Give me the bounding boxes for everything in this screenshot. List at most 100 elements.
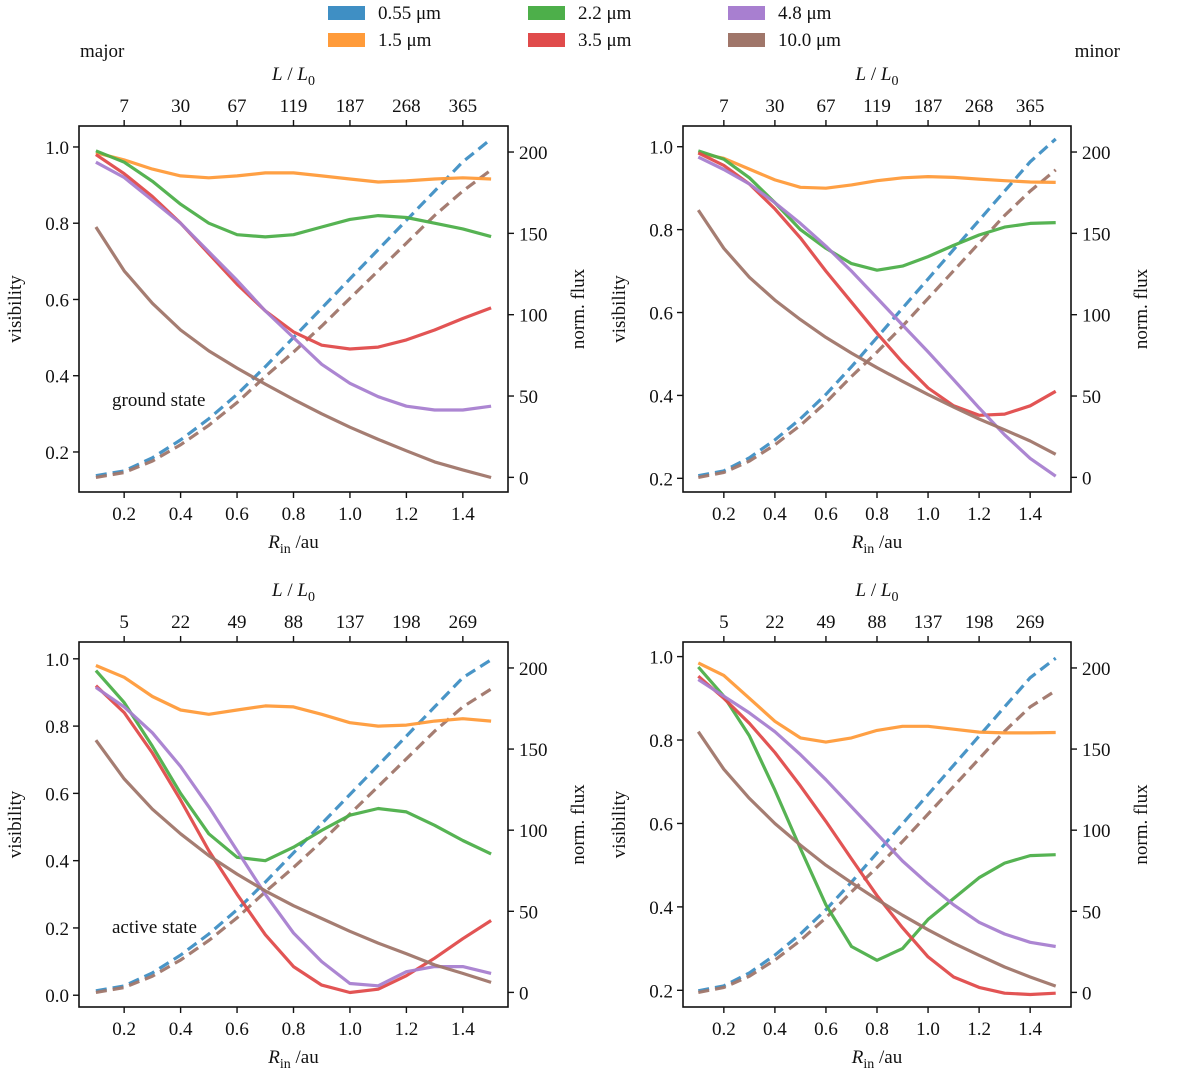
legend-label-w055: 0.55 μm bbox=[378, 3, 441, 24]
x-tick-label: 1.2 bbox=[967, 1019, 991, 1040]
x-tick-label: 1.0 bbox=[916, 1019, 940, 1040]
legend-label-w48: 4.8 μm bbox=[778, 3, 832, 24]
legend-entry-w055: 0.55 μm bbox=[328, 3, 441, 24]
x-axis-label-unit: /au bbox=[291, 532, 319, 553]
y2-tick-label: 100 bbox=[1082, 306, 1111, 327]
top-x-tick-label: 119 bbox=[280, 96, 308, 117]
flux-line-w10 bbox=[95, 687, 492, 994]
x-axis-label-subscript: in bbox=[280, 1057, 291, 1072]
visibility-line-w35 bbox=[697, 151, 1057, 417]
y-tick-label: 0.6 bbox=[649, 814, 673, 835]
legend-swatch-w15 bbox=[328, 33, 365, 47]
visibility-line-w15 bbox=[697, 151, 1056, 190]
flux-line-w055 bbox=[95, 658, 492, 993]
y-tick-label: 1.0 bbox=[45, 138, 69, 159]
legend-swatch-w35 bbox=[528, 33, 565, 47]
x-tick-label: 1.0 bbox=[338, 1019, 362, 1040]
top-x-tick-label: 7 bbox=[119, 96, 129, 117]
y-tick-label: 0.0 bbox=[45, 986, 69, 1007]
y2-tick-label: 150 bbox=[1082, 740, 1111, 761]
y2-axis-label: norm. flux bbox=[1131, 784, 1152, 865]
x-tick-label: 0.4 bbox=[169, 504, 193, 525]
visibility-line-w22 bbox=[697, 149, 1056, 272]
legend-swatch-w22 bbox=[528, 6, 565, 20]
y2-axis-label: norm. flux bbox=[568, 784, 589, 865]
x-axis-label-subscript: in bbox=[280, 542, 291, 557]
legend-swatch-w10 bbox=[728, 33, 765, 47]
x-tick-label: 0.6 bbox=[814, 504, 838, 525]
y2-tick-label: 50 bbox=[519, 387, 538, 408]
x-tick-label: 1.4 bbox=[1018, 1019, 1042, 1040]
y2-axis-label: norm. flux bbox=[1131, 268, 1152, 349]
x-tick-label: 0.2 bbox=[112, 504, 136, 525]
top-x-tick-label: 67 bbox=[228, 96, 247, 117]
top-x-tick-label: 119 bbox=[863, 96, 891, 117]
x-axis-label: Rin /au bbox=[267, 1047, 319, 1072]
top-x-tick-label: 268 bbox=[965, 96, 994, 117]
y-tick-label: 0.8 bbox=[649, 731, 673, 752]
y2-tick-label: 150 bbox=[519, 740, 548, 761]
y2-tick-label: 200 bbox=[1082, 143, 1111, 164]
y-tick-label: 0.2 bbox=[649, 981, 673, 1002]
y2-tick-label: 50 bbox=[1082, 902, 1101, 923]
top-x-tick-label: 5 bbox=[119, 612, 129, 633]
y-tick-label: 1.0 bbox=[45, 650, 69, 671]
x-tick-label: 0.8 bbox=[865, 504, 889, 525]
visibility-line-w48 bbox=[697, 678, 1056, 949]
x-tick-label: 0.8 bbox=[282, 1019, 306, 1040]
legend-entry-w22: 2.2 μm bbox=[528, 3, 632, 24]
top-x-tick-label: 22 bbox=[765, 612, 784, 633]
y-tick-label: 0.8 bbox=[649, 221, 673, 242]
top-x-tick-label: 365 bbox=[449, 96, 478, 117]
legend-entry-w15: 1.5 μm bbox=[328, 30, 432, 51]
x-axis-label-symbol: R bbox=[851, 532, 864, 553]
legend-label-w15: 1.5 μm bbox=[378, 30, 432, 51]
panel-top-left: 0.2 7 0.4 30 0.6 67 0.8 119 1.0 187 1.2 268 1.4 365 0.… bbox=[5, 64, 589, 557]
y-axis-label: visibility bbox=[609, 790, 630, 858]
top-x-tick-label: 137 bbox=[914, 612, 943, 633]
x-tick-label: 1.2 bbox=[395, 1019, 419, 1040]
top-x-tick-label: 30 bbox=[765, 96, 784, 117]
x-axis-label-symbol: R bbox=[851, 1047, 864, 1068]
y-tick-label: 0.4 bbox=[45, 367, 69, 388]
plot-area bbox=[696, 656, 1057, 997]
corner-label-minor: minor bbox=[1075, 41, 1121, 62]
y2-tick-label: 0 bbox=[1082, 983, 1092, 1004]
visibility-line-w10 bbox=[696, 209, 1057, 456]
flux-line-w10 bbox=[697, 168, 1057, 479]
visibility-line-w48 bbox=[95, 160, 492, 412]
legend-swatch-w48 bbox=[728, 6, 765, 20]
top-x-tick-label: 198 bbox=[965, 612, 994, 633]
panel-top-right: 0.2 7 0.4 30 0.6 67 0.8 119 1.0 187 1.2 268 1.4 365 0.… bbox=[609, 64, 1152, 557]
y2-tick-label: 150 bbox=[519, 224, 548, 245]
visibility-line-w48 bbox=[94, 686, 492, 988]
visibility-line-w15 bbox=[697, 661, 1056, 744]
legend: 0.55 μm 1.5 μm 2.2 μm 3.5 μm 4.8 μm 10.0 μm bbox=[328, 3, 841, 51]
x-axis-label-unit: /au bbox=[874, 1047, 902, 1068]
x-axis-label-subscript: in bbox=[863, 1057, 874, 1072]
x-tick-label: 0.6 bbox=[225, 504, 249, 525]
y2-tick-label: 150 bbox=[1082, 224, 1111, 245]
visibility-line-w10 bbox=[696, 730, 1057, 988]
corner-label-major: major bbox=[80, 41, 125, 62]
legend-entry-w10: 10.0 μm bbox=[728, 30, 841, 51]
top-x-tick-label: 7 bbox=[719, 96, 729, 117]
top-x-tick-label: 30 bbox=[171, 96, 190, 117]
visibility-line-w15 bbox=[95, 151, 492, 184]
x-tick-label: 0.4 bbox=[763, 504, 787, 525]
y2-tick-label: 200 bbox=[519, 659, 548, 680]
x-axis-label-unit: /au bbox=[291, 1047, 319, 1068]
visibility-line-w15 bbox=[95, 664, 492, 728]
y-tick-label: 0.4 bbox=[45, 852, 69, 873]
x-tick-label: 1.4 bbox=[1018, 504, 1042, 525]
x-axis-label: Rin /au bbox=[851, 532, 903, 557]
visibility-line-w22 bbox=[95, 149, 492, 239]
y-tick-label: 0.6 bbox=[45, 784, 69, 805]
visibility-line-w35 bbox=[697, 674, 1056, 997]
top-x-axis-label: L / L0 bbox=[271, 64, 315, 89]
state-annotation: active state bbox=[112, 917, 197, 938]
x-tick-label: 0.6 bbox=[225, 1019, 249, 1040]
legend-entry-w48: 4.8 μm bbox=[728, 3, 832, 24]
y-tick-label: 0.8 bbox=[45, 717, 69, 738]
